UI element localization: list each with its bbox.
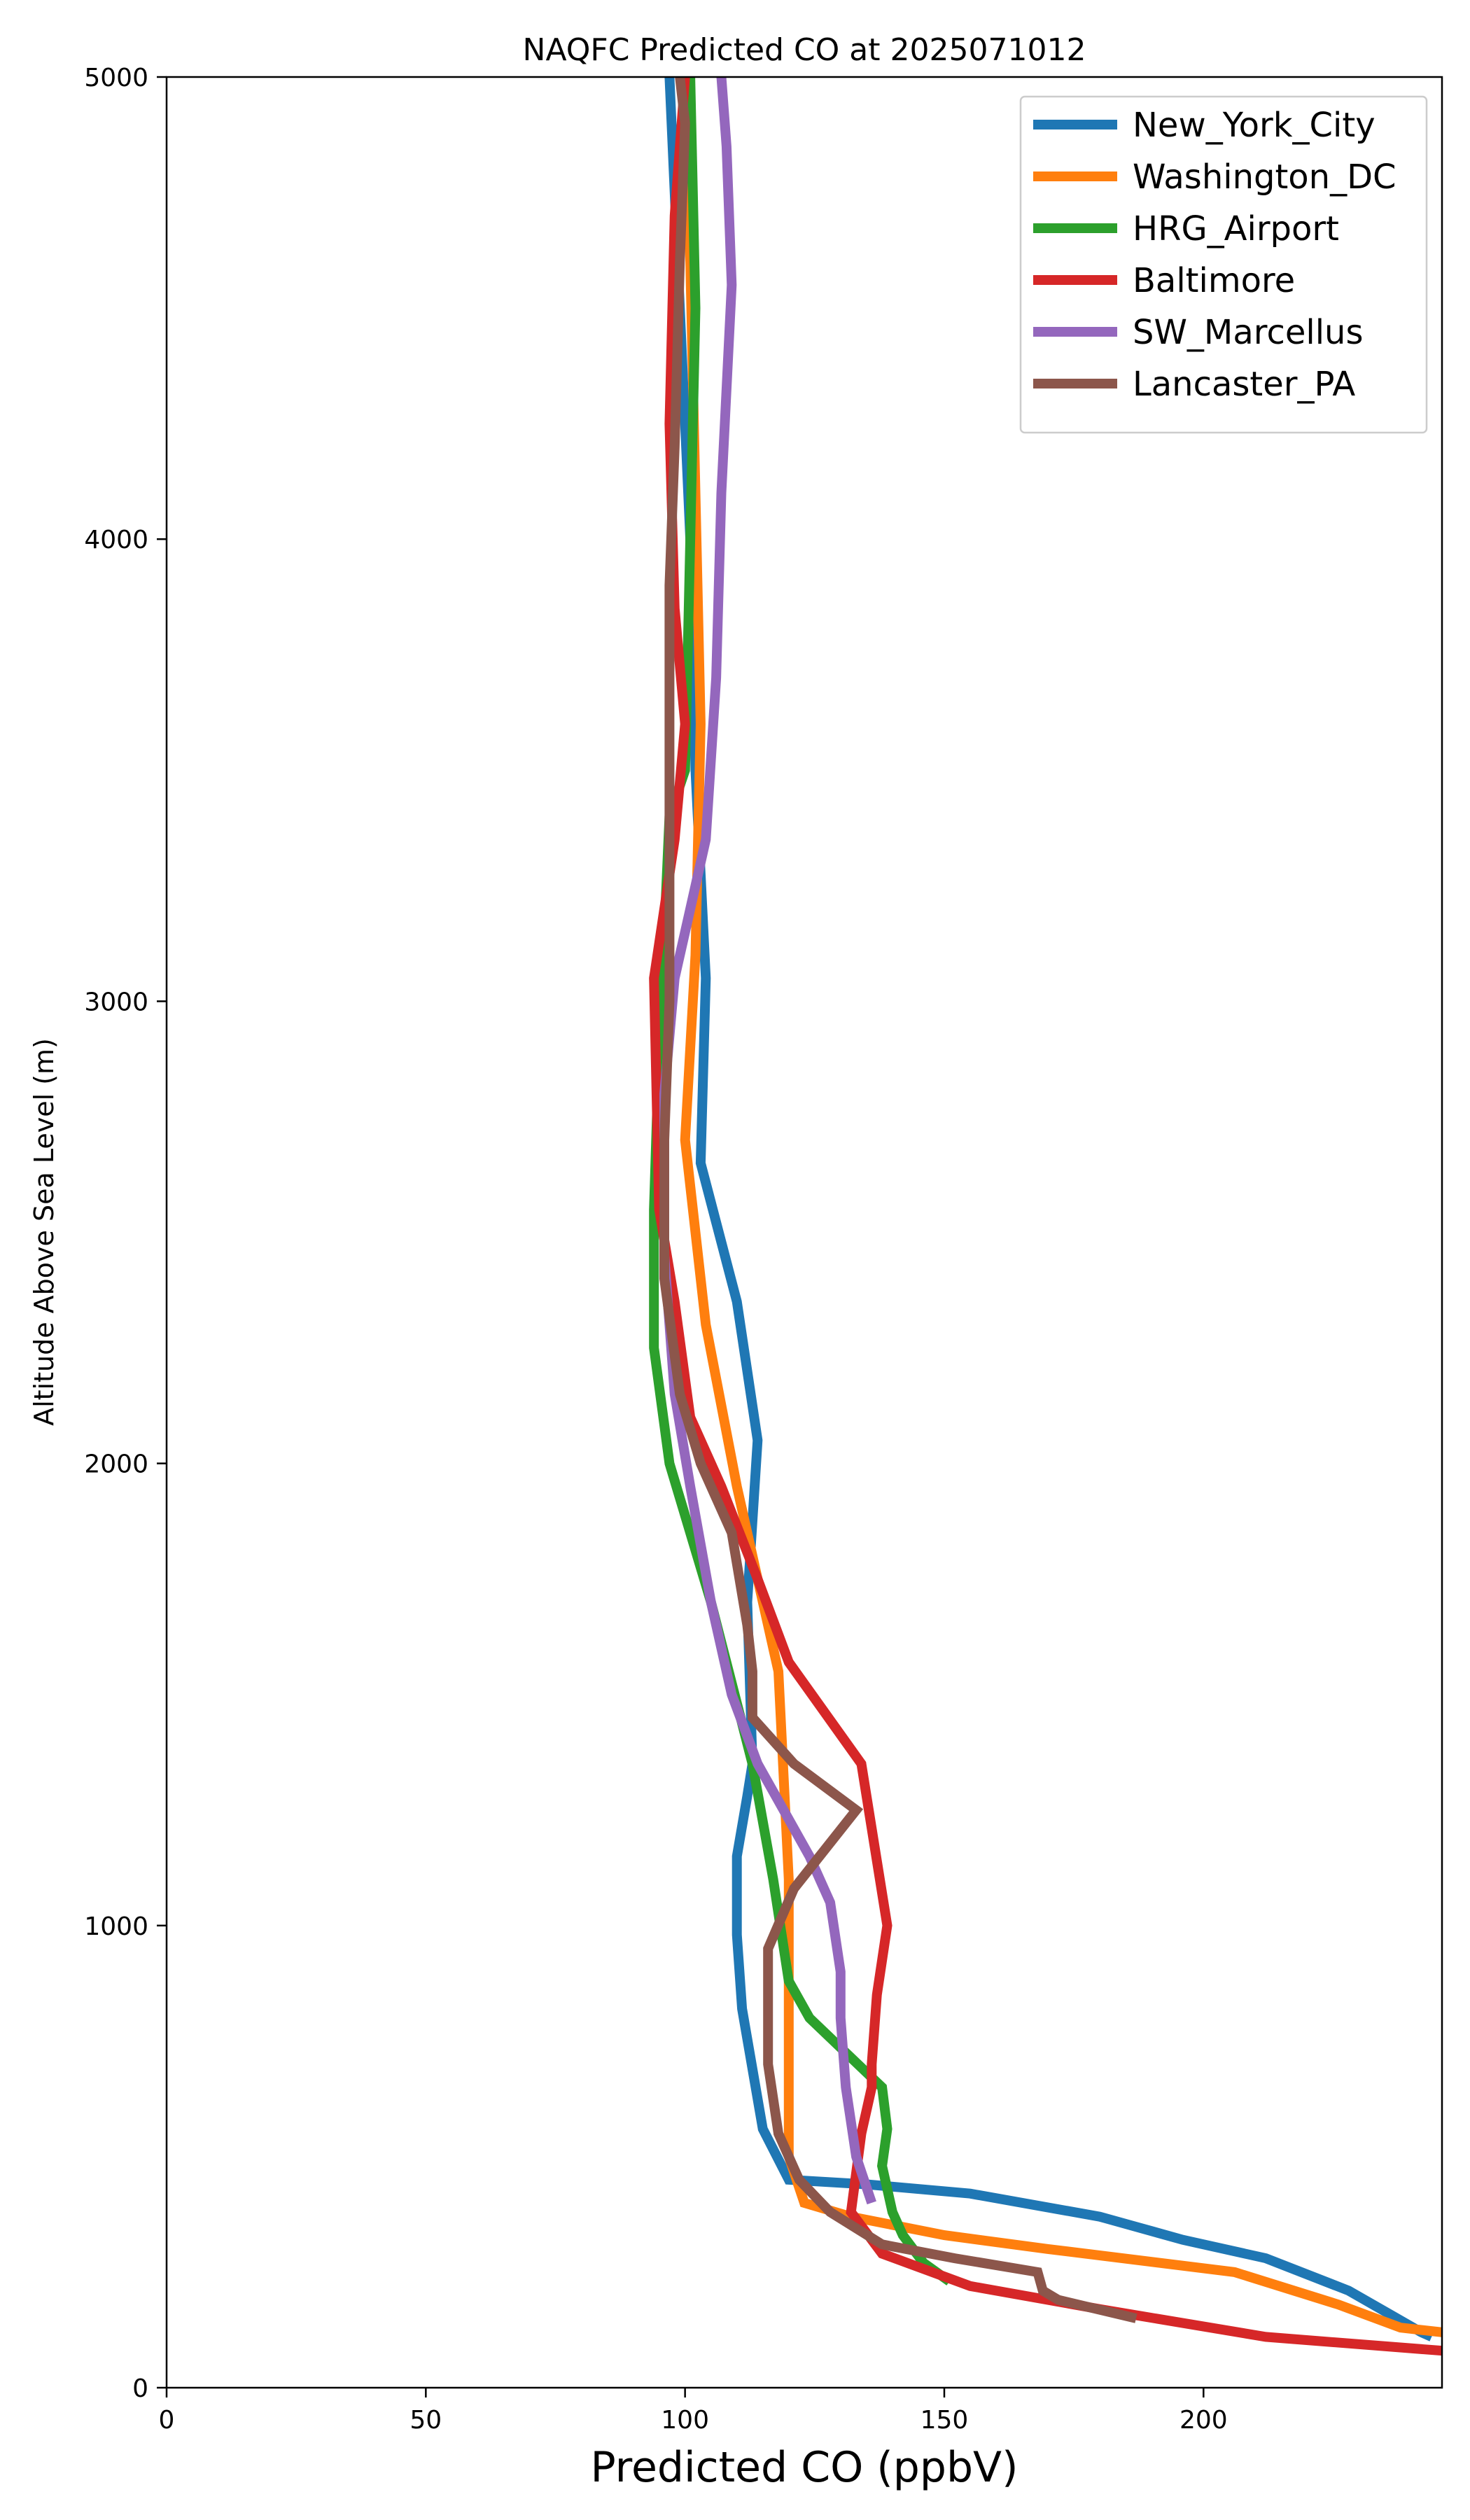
y-axis-label: Altitude Above Sea Level (m): [29, 1038, 59, 1426]
x-tick-label: 50: [410, 2406, 442, 2435]
series-line-sw-marcellus: [659, 77, 876, 2205]
legend: New_York_City Washington_DC HRG_Airport Bal…: [1019, 95, 1428, 434]
series-line-washington-dc: [680, 77, 1442, 2337]
legend-entry: Lancaster_PA: [1133, 365, 1355, 404]
plot-frame: [165, 76, 1443, 2389]
legend-entry: Baltimore: [1133, 261, 1295, 300]
x-axis: 0 50 100 150 200: [159, 2388, 1228, 2435]
x-axis-label: Predicted CO (ppbV): [590, 2443, 1018, 2492]
x-tick-label: 200: [1180, 2406, 1228, 2435]
legend-entry: New_York_City: [1133, 106, 1376, 145]
y-tick-label: 3000: [84, 988, 148, 1016]
y-tick-label: 1000: [84, 1912, 148, 1941]
y-tick-label: 0: [132, 2374, 148, 2403]
legend-box: [1019, 95, 1428, 434]
series-line-lancaster-pa: [659, 77, 1138, 2323]
chart-title: NAQFC Predicted CO at 2025071012: [523, 32, 1086, 68]
y-axis: 0 1000 2000 3000 4000 5000: [84, 64, 167, 2403]
legend-entry: HRG_Airport: [1133, 209, 1339, 248]
x-tick-label: 150: [920, 2406, 969, 2435]
series-line-baltimore: [649, 77, 1442, 2356]
y-tick-label: 4000: [84, 526, 148, 554]
x-tick-label: 0: [159, 2406, 175, 2435]
legend-entry: SW_Marcellus: [1133, 313, 1363, 352]
legend-entry: Washington_DC: [1133, 158, 1396, 197]
x-tick-label: 100: [661, 2406, 709, 2435]
series-lines: [649, 77, 1442, 2356]
series-line-new-york-city: [664, 77, 1434, 2342]
y-tick-label: 2000: [84, 1450, 148, 1479]
y-tick-label: 5000: [84, 64, 148, 92]
